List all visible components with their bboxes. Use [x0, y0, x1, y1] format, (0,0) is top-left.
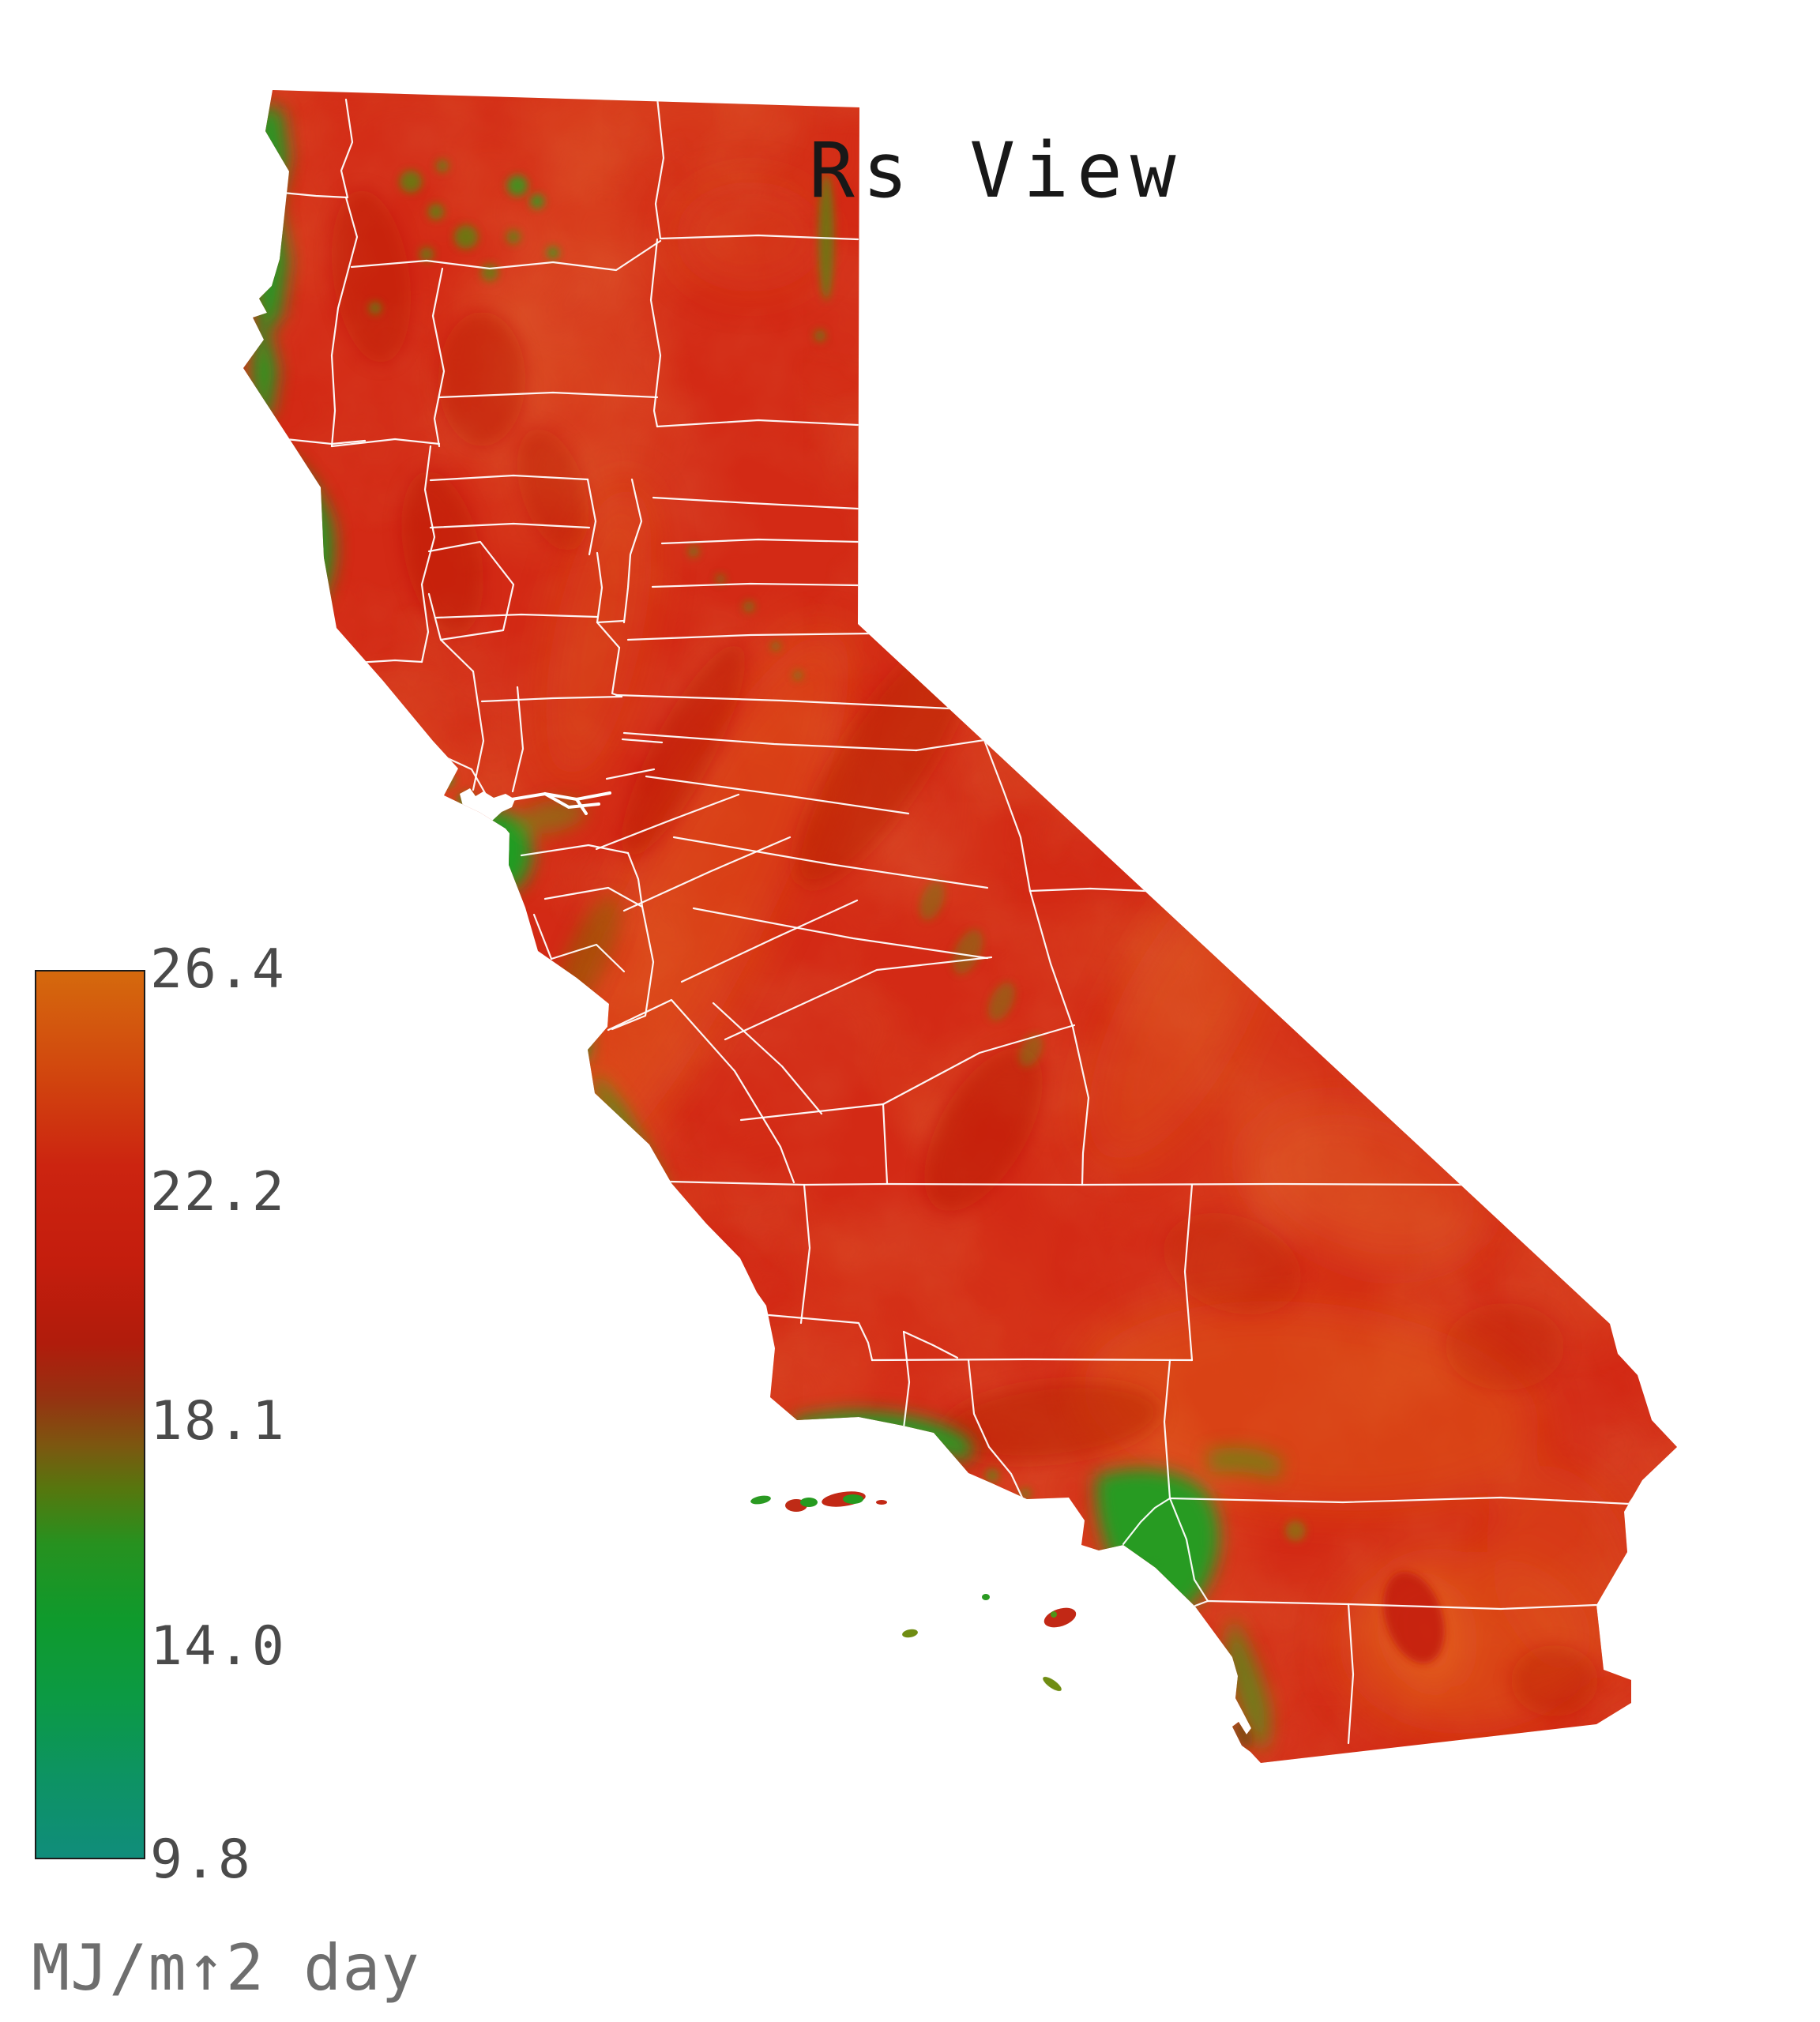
colorbar-gradient: [35, 970, 145, 1859]
state-fill: [243, 90, 1677, 1763]
county-boundaries: [281, 96, 1641, 1745]
colorbar-tick-min: 9.8: [150, 1828, 252, 1891]
colorbar-units-label: MJ/m↑2 day: [32, 1931, 420, 2005]
colorbar-tick-3: 18.1: [150, 1390, 286, 1453]
map-title: Rs View: [809, 126, 1184, 215]
colorbar-tick-2: 22.2: [150, 1161, 286, 1223]
colorbar-tick-4: 14.0: [150, 1615, 286, 1678]
colorbar-tick-max: 26.4: [150, 938, 286, 1001]
channel-islands: [750, 1491, 1077, 1692]
